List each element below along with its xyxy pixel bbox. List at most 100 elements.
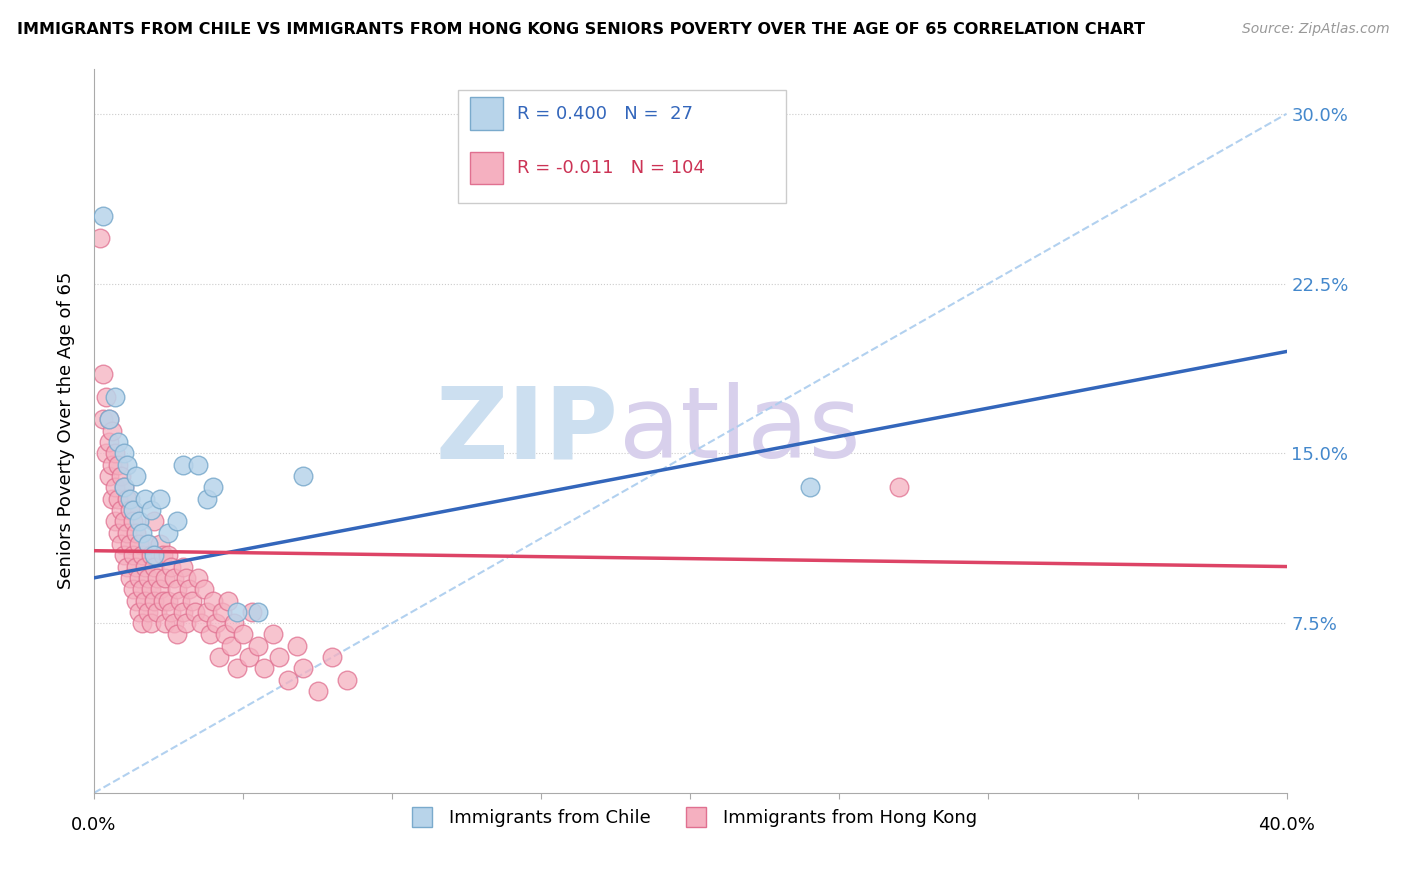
Point [187, 571, 209, 585]
Point [179, 582, 201, 597]
Point [107, 491, 129, 506]
Point [104, 390, 127, 404]
Point [94, 390, 117, 404]
Point [131, 582, 153, 597]
Point [115, 491, 138, 506]
Point [246, 639, 269, 653]
Point [172, 559, 194, 574]
Point [157, 548, 180, 562]
Point [136, 571, 159, 585]
Point [799, 480, 821, 494]
Point [139, 503, 162, 517]
Point [211, 605, 233, 619]
Point [187, 458, 209, 472]
Point [232, 627, 254, 641]
Point [94, 446, 117, 460]
Point [110, 469, 132, 483]
Point [240, 605, 263, 619]
Point [321, 650, 343, 665]
Text: 40.0%: 40.0% [1258, 815, 1315, 834]
Point [91, 209, 114, 223]
Point [176, 616, 198, 631]
Point [134, 593, 156, 607]
Point [291, 469, 314, 483]
Point [163, 571, 186, 585]
Point [160, 559, 183, 574]
Point [97, 469, 120, 483]
Point [128, 514, 150, 528]
Point [205, 616, 228, 631]
Text: R = -0.011   N = 104: R = -0.011 N = 104 [517, 159, 706, 178]
Point [217, 593, 239, 607]
Point [172, 458, 194, 472]
Point [155, 616, 177, 631]
Point [101, 491, 124, 506]
Y-axis label: Seniors Poverty Over the Age of 65: Seniors Poverty Over the Age of 65 [58, 272, 75, 590]
Point [101, 458, 124, 472]
Point [176, 571, 198, 585]
Point [131, 525, 153, 540]
Point [121, 503, 143, 517]
Point [110, 537, 132, 551]
Point [214, 627, 236, 641]
Point [152, 593, 174, 607]
Point [131, 616, 153, 631]
Point [200, 627, 222, 641]
Point [181, 593, 204, 607]
Point [128, 605, 150, 619]
Point [104, 480, 127, 494]
Point [121, 514, 143, 528]
Point [226, 661, 249, 675]
Point [336, 673, 359, 687]
Point [136, 605, 159, 619]
Point [195, 491, 218, 506]
Point [112, 548, 135, 562]
FancyBboxPatch shape [470, 152, 503, 185]
Point [104, 514, 127, 528]
Point [112, 480, 135, 494]
Point [128, 537, 150, 551]
Point [148, 582, 170, 597]
Point [253, 661, 276, 675]
Point [134, 491, 156, 506]
Point [285, 639, 308, 653]
Point [118, 537, 141, 551]
Point [115, 559, 138, 574]
Point [152, 548, 174, 562]
Point [112, 480, 135, 494]
Point [148, 491, 170, 506]
Point [184, 605, 207, 619]
Point [157, 525, 180, 540]
Point [112, 514, 135, 528]
Point [226, 605, 249, 619]
Text: ZIP: ZIP [436, 383, 619, 479]
Point [107, 458, 129, 472]
Point [172, 605, 194, 619]
Point [222, 616, 245, 631]
Point [142, 548, 165, 562]
Point [190, 616, 212, 631]
Point [128, 571, 150, 585]
Point [97, 412, 120, 426]
Point [134, 559, 156, 574]
Point [136, 537, 159, 551]
Text: R = 0.400   N =  27: R = 0.400 N = 27 [517, 104, 693, 123]
Point [166, 627, 188, 641]
Point [118, 503, 141, 517]
Point [277, 673, 299, 687]
Point [112, 446, 135, 460]
Point [101, 424, 124, 438]
Point [110, 503, 132, 517]
Point [139, 548, 162, 562]
Point [124, 593, 146, 607]
Point [115, 525, 138, 540]
Point [157, 593, 180, 607]
Point [160, 605, 183, 619]
Point [193, 582, 215, 597]
Point [142, 514, 165, 528]
Point [887, 480, 910, 494]
Point [115, 458, 138, 472]
Point [267, 650, 290, 665]
Point [148, 537, 170, 551]
Point [142, 593, 165, 607]
